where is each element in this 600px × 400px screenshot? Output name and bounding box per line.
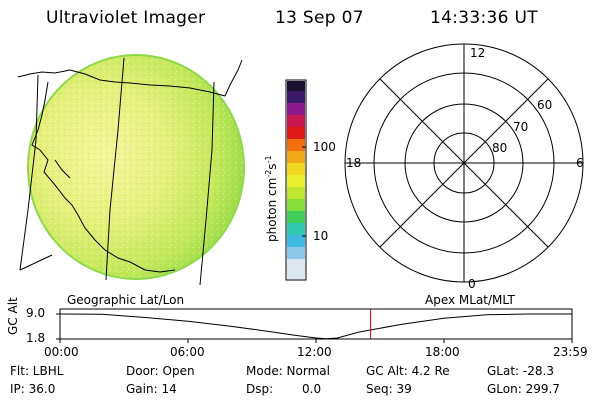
status-dsp-label: Dsp: (246, 382, 274, 396)
apex-label: Apex MLat/MLT (425, 293, 515, 307)
colorbar-unit-label: photon cm-2s-1 (264, 155, 279, 242)
orbit-xtick-0600: 06:00 (170, 345, 205, 359)
orbit-xtick-1800: 18:00 (425, 345, 460, 359)
orbit-y-label: GC Alt (6, 297, 20, 335)
orbit-ytick-9: 9.0 (26, 306, 46, 320)
geo-label: Geographic Lat/Lon (67, 293, 185, 307)
status-filter: Flt: LBHL (10, 364, 64, 378)
coastlines (17, 59, 243, 273)
altitude-line (59, 313, 572, 340)
orbit-ytick-1-8: 1.8 (26, 331, 46, 345)
orbit-xtick-0000: 00:00 (44, 345, 79, 359)
geo-grid-lines (19, 57, 215, 286)
mlt-label-0: 0 (468, 277, 476, 291)
colorbar-tick-100: 100 (313, 140, 336, 154)
status-glat: GLat: -28.3 (487, 364, 554, 378)
orbit-xtick-2359: 23:59 (553, 345, 588, 359)
polar-plot (344, 43, 584, 283)
time-label: 14:33:36 UT (430, 8, 538, 28)
status-gain: Gain: 14 (126, 382, 177, 396)
status-seq: Seq: 39 (366, 382, 412, 396)
status-glon: GLon: 299.7 (487, 382, 560, 396)
status-door: Door: Open (126, 364, 195, 378)
instrument-title: Ultraviolet Imager (46, 8, 206, 28)
lat-label-60: 60 (537, 98, 553, 112)
colorbar-tick-10: 10 (313, 229, 329, 243)
mlt-label-6: 6 (576, 156, 584, 170)
colorbar (285, 79, 307, 281)
status-ip: IP: 36.0 (10, 382, 56, 396)
mlt-label-18: 18 (346, 156, 362, 170)
lat-label-80: 80 (492, 141, 508, 155)
mlt-label-12: 12 (470, 46, 486, 60)
lat-label-70: 70 (513, 120, 529, 134)
status-mode: Mode: Normal (246, 364, 330, 378)
orbit-xtick-1200: 12:00 (297, 345, 332, 359)
status-dsp-value: 0.0 (302, 382, 322, 396)
date-label: 13 Sep 07 (275, 8, 364, 28)
status-gc-alt: GC Alt: 4.2 Re (366, 364, 450, 378)
orbit-plot (56, 308, 573, 343)
